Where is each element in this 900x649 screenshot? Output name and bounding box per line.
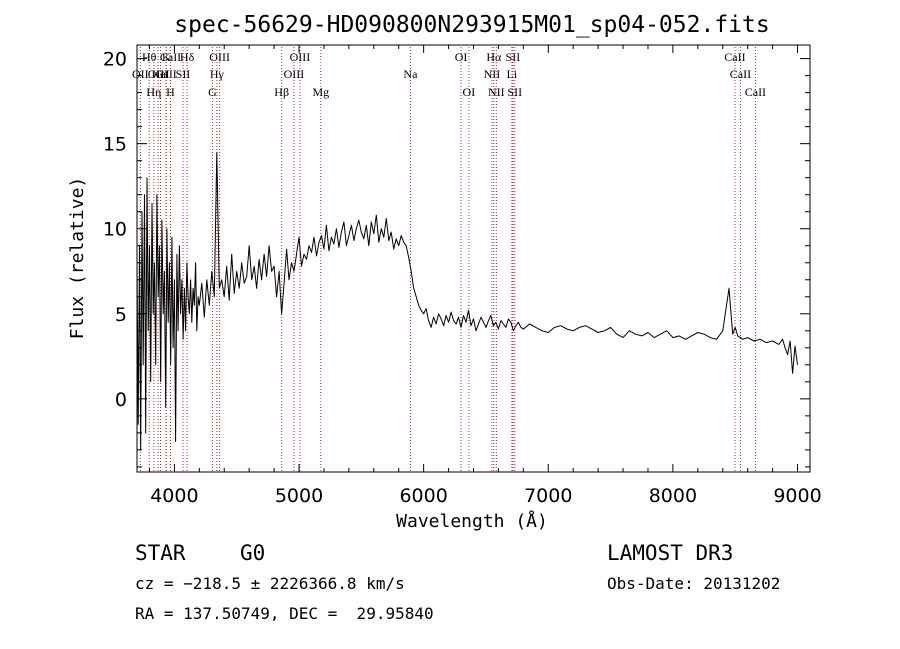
y-axis-label: Flux (relative) [67,177,88,340]
line-label: SII [176,67,191,81]
obs-date: Obs-Date: 20131202 [607,574,781,593]
line-label: Hδ [180,50,195,64]
plot-frame [136,44,811,473]
axis-ticks: 4000 5000 6000 7000 8000 9000 0 5 10 15 20 [103,45,822,507]
survey-label: LAMOST DR3 [607,541,734,565]
plot-axes [136,44,811,473]
x-tick-label: 5000 [275,485,323,507]
x-tick-label: 9000 [773,485,821,507]
redshift-text: cz = −218.5 ± 2226366.8 km/s [135,574,405,593]
line-label: HeI [152,67,170,81]
line-label: Hα [486,50,502,64]
line-label: Li [507,67,518,81]
line-label: NII [488,85,505,99]
line-label: SII [506,50,521,64]
y-tick-label: 5 [115,304,127,326]
line-label: Hβ [274,85,289,99]
line-label: G [208,85,217,99]
x-tick-label: 4000 [150,485,198,507]
chart-title: spec-56629-HD090800N293915M01_sp04-052.f… [174,12,769,38]
line-label: K [162,50,171,64]
line-label: NII [484,67,501,81]
subclass: G0 [240,541,266,565]
line-label: CaII [745,85,766,99]
line-label: SII [507,85,522,99]
object-class: STAR [135,541,186,565]
line-label: CaII [730,67,751,81]
flux-series [136,151,798,451]
line-label: OIII [284,67,305,81]
y-tick-label: 0 [115,389,127,411]
line-label: Hθ [142,50,157,64]
line-label: OI [455,50,468,64]
x-tick-label: 7000 [524,485,572,507]
line-label: OI [463,85,476,99]
y-tick-label: 20 [103,49,127,71]
line-label: H [166,85,175,99]
y-tick-label: 15 [103,134,127,156]
line-label: Na [403,67,418,81]
line-label: OIII [209,50,230,64]
line-label: Hη [146,85,161,99]
x-axis-label: Wavelength (Å) [396,510,548,532]
flux-line [136,151,798,451]
y-tick-label: 10 [103,219,127,241]
line-label: Hγ [210,67,225,81]
coordinates: RA = 137.50749, DEC = 29.95840 [135,604,434,623]
line-label: Mg [312,85,329,99]
line-label: OII [132,67,149,81]
x-tick-label: 6000 [399,485,447,507]
line-label: OIII [290,50,311,64]
line-label: OIII [148,67,169,81]
line-label: CaII [724,50,745,64]
x-tick-label: 8000 [649,485,697,507]
